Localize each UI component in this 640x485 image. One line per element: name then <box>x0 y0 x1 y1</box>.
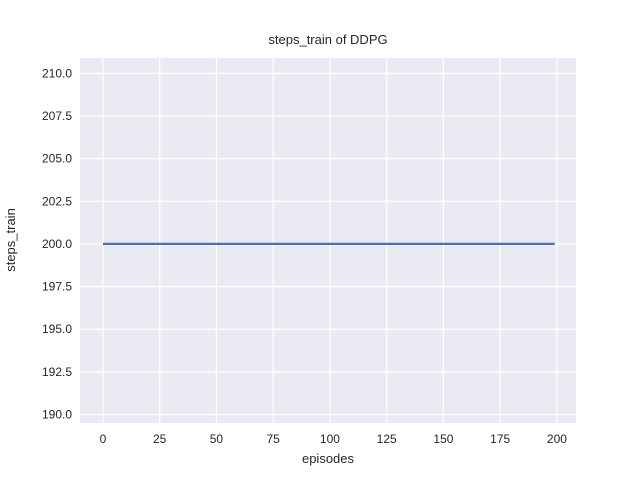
x-tick-label: 150 <box>433 432 453 446</box>
x-tick-label: 50 <box>210 432 224 446</box>
y-tick-label: 197.5 <box>42 280 72 294</box>
chart-title: steps_train of DDPG <box>268 32 387 47</box>
y-axis-label: steps_train <box>3 208 18 272</box>
x-axis-label: episodes <box>302 451 355 466</box>
y-tick-label: 192.5 <box>42 365 72 379</box>
y-tick-label: 207.5 <box>42 109 72 123</box>
x-tick-label: 25 <box>153 432 167 446</box>
y-tick-label: 200.0 <box>42 237 72 251</box>
y-tick-label: 210.0 <box>42 66 72 80</box>
x-tick-label: 75 <box>266 432 280 446</box>
x-tick-label: 0 <box>100 432 107 446</box>
plot-area <box>80 58 576 423</box>
x-tick-label: 175 <box>490 432 510 446</box>
tick-layer: 0 25 50 75 100 125 150 175 200 190.0 192.5 195.0 197… <box>42 66 567 446</box>
x-tick-label: 100 <box>320 432 340 446</box>
y-tick-label: 202.5 <box>42 194 72 208</box>
y-tick-label: 190.0 <box>42 407 72 421</box>
x-tick-label: 125 <box>377 432 397 446</box>
y-tick-label: 195.0 <box>42 322 72 336</box>
y-tick-label: 205.0 <box>42 152 72 166</box>
x-tick-label: 200 <box>547 432 567 446</box>
